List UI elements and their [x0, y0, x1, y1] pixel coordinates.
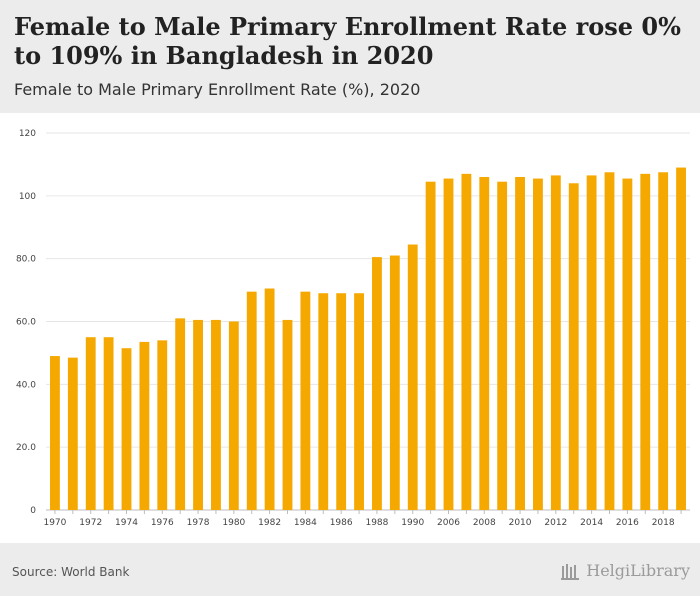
x-tick-label: 1990 — [401, 518, 424, 528]
bar-1975 — [139, 341, 150, 510]
x-tick-label: 1980 — [222, 518, 245, 528]
x-tick-label: 2014 — [580, 518, 603, 528]
bar-2019 — [676, 167, 686, 510]
source-note: Source: World Bank — [12, 565, 130, 579]
brand-logo: HelgiLibrary — [561, 561, 690, 580]
bar-2013 — [568, 183, 579, 510]
x-tick-label: 2010 — [509, 518, 532, 528]
y-tick-label: 80.0 — [16, 255, 36, 265]
bar-2018 — [658, 172, 669, 511]
x-tick-label: 1974 — [115, 518, 138, 528]
bar-1973 — [103, 337, 114, 510]
bar-2009 — [497, 181, 508, 510]
x-tick-label: 2012 — [544, 518, 567, 528]
bar-1984 — [300, 291, 311, 510]
x-tick-label: 1986 — [330, 518, 353, 528]
x-tick-label: 2006 — [437, 518, 460, 528]
bar-2014 — [586, 175, 597, 510]
x-tick-label: 1978 — [187, 518, 210, 528]
bar-1978 — [193, 319, 203, 510]
bar-1982 — [264, 288, 275, 510]
bar-2008 — [479, 176, 490, 510]
bar-2006 — [443, 178, 454, 510]
chart-subtitle: Female to Male Primary Enrollment Rate (… — [14, 80, 421, 99]
header-band: Female to Male Primary Enrollment Rate r… — [0, 0, 700, 113]
chart-title: Female to Male Primary Enrollment Rate r… — [14, 12, 681, 70]
bar-2016 — [622, 178, 633, 510]
x-tick-label: 1988 — [365, 518, 388, 528]
x-tick-label: 1982 — [258, 518, 281, 528]
bar-1976 — [157, 340, 168, 510]
bar-1979 — [211, 319, 221, 510]
bar-1970 — [50, 356, 60, 510]
bar-1983 — [282, 319, 293, 510]
brand-name: HelgiLibrary — [586, 561, 690, 580]
bar-2011 — [533, 178, 543, 510]
x-tick-label: 2018 — [652, 518, 675, 528]
footer-band: Source: World Bank HelgiLibrary — [0, 543, 700, 596]
bar-2005 — [425, 181, 436, 510]
bar-1988 — [372, 257, 382, 510]
y-tick-label: 100 — [19, 192, 36, 202]
bar-2010 — [515, 176, 525, 510]
x-tick-label: 2016 — [616, 518, 639, 528]
library-icon — [561, 563, 580, 580]
x-tick-label: 1972 — [79, 518, 102, 528]
bar-2015 — [604, 172, 615, 511]
bar-1971 — [67, 357, 78, 510]
plot-area — [0, 113, 700, 543]
y-tick-label: 40.0 — [16, 380, 36, 390]
bar-1985 — [318, 293, 329, 510]
x-tick-label: 1976 — [151, 518, 174, 528]
bar-1989 — [389, 255, 400, 510]
x-tick-label: 1984 — [294, 518, 317, 528]
y-tick-label: 120 — [19, 129, 36, 139]
y-tick-label: 60.0 — [16, 318, 36, 328]
bar-chart: 0 20.0 40.0 60.0 80.0 100 120 1970 1972 1974 1976 1… — [16, 129, 690, 528]
x-tick-label: 1970 — [43, 518, 66, 528]
x-tick-label: 2008 — [473, 518, 496, 528]
bar-1974 — [121, 348, 132, 510]
bar-1986 — [336, 293, 347, 510]
bar-1977 — [175, 318, 186, 510]
bar-2007 — [461, 173, 472, 510]
bar-1972 — [85, 337, 96, 510]
bar-1987 — [354, 293, 364, 510]
bar-1981 — [246, 291, 257, 510]
bar-2017 — [640, 173, 651, 510]
bar-2012 — [550, 175, 561, 510]
bar-1980 — [228, 321, 239, 510]
bar-1990 — [407, 244, 418, 510]
y-tick-label: 20.0 — [16, 443, 36, 453]
y-tick-label: 0 — [30, 506, 36, 516]
